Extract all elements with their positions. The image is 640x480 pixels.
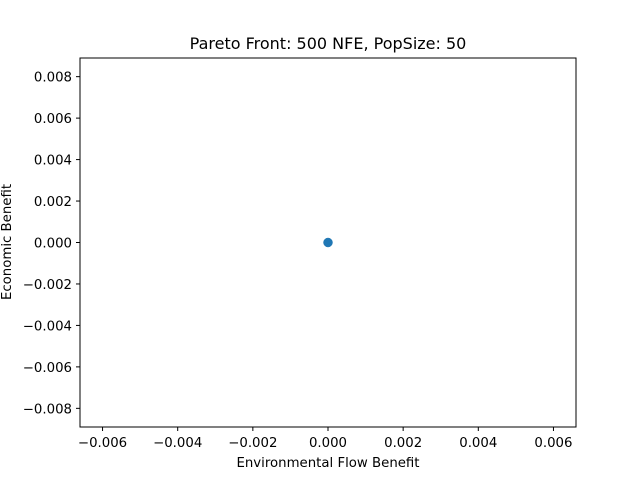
x-tick-label: −0.002: [228, 436, 277, 451]
y-tick-label: 0.000: [34, 237, 72, 252]
x-axis-ticks: −0.006 −0.004 −0.002 0.000 0.002 0.004 0.006: [78, 427, 572, 451]
y-tick-label: −0.006: [23, 361, 72, 376]
x-tick-label: 0.002: [384, 436, 422, 451]
x-tick-label: −0.004: [153, 436, 202, 451]
x-tick-label: −0.006: [78, 436, 127, 451]
y-tick-label: 0.002: [34, 195, 72, 210]
y-tick-label: −0.004: [23, 319, 72, 334]
data-points: [323, 237, 333, 248]
y-tick-label: 0.004: [34, 154, 72, 169]
y-axis-ticks: −0.008 −0.006 −0.004 −0.002 0.000 0.002 0.004 0…: [23, 71, 80, 417]
scatter-point: [323, 237, 333, 248]
x-tick-label: 0.006: [534, 436, 572, 451]
y-tick-label: −0.002: [23, 278, 72, 293]
chart-title: Pareto Front: 500 NFE, PopSize: 50: [190, 34, 467, 53]
plot-area: [79, 57, 577, 428]
y-tick-label: 0.006: [34, 112, 72, 127]
y-axis-label: Economic Benefit: [0, 184, 15, 300]
y-tick-label: 0.008: [34, 71, 72, 86]
x-axis-label: Environmental Flow Benefit: [236, 456, 419, 471]
x-tick-label: 0.000: [309, 436, 347, 451]
y-tick-label: −0.008: [23, 402, 72, 417]
x-tick-label: 0.004: [459, 436, 497, 451]
